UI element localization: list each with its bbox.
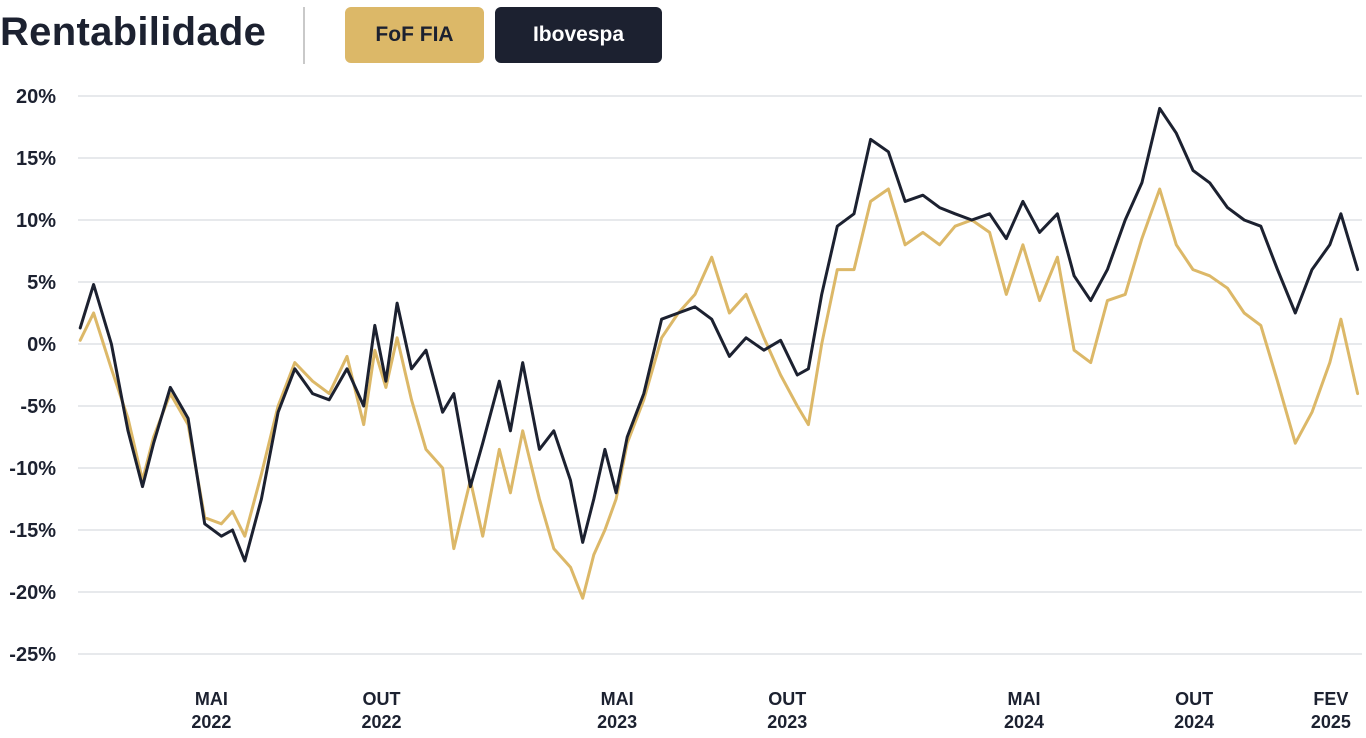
chart-title: Rentabilidade [0,10,267,54]
x-tick-year: 2025 [1311,712,1351,732]
x-tick-year: 2024 [1004,712,1044,732]
x-tick-year: 2024 [1174,712,1214,732]
y-tick-label: -15% [9,520,56,542]
x-tick-month: OUT [768,689,806,709]
x-tick-year: 2023 [767,712,807,732]
x-tick-month: FEV [1313,689,1348,709]
y-tick-label: 5% [27,272,56,294]
x-tick-year: 2023 [597,712,637,732]
chart-header: Rentabilidade FoF FIA Ibovespa [0,0,1366,80]
x-tick-label: OUT 2024 [1174,689,1214,732]
x-tick-month: OUT [1175,689,1213,709]
y-axis: 20% 15% 10% 5% 0% -5% -10% -15% -20% -25% [9,86,56,666]
series-line-ibovespa [78,106,1360,563]
series-lines [78,106,1360,600]
x-tick-label: FEV 2025 [1311,689,1351,732]
fof-fia-toggle-button[interactable]: FoF FIA [345,7,484,63]
x-tick-month: MAI [195,689,228,709]
y-tick-label: 10% [16,210,56,232]
y-tick-label: 0% [27,334,56,356]
y-tick-label: 15% [16,148,56,170]
header-divider [303,7,305,64]
x-tick-month: MAI [1008,689,1041,709]
x-tick-label: OUT 2023 [767,689,807,732]
x-tick-label: MAI 2022 [191,689,231,732]
y-tick-label: -10% [9,458,56,480]
y-tick-label: -5% [20,396,56,418]
x-tick-month: MAI [601,689,634,709]
y-tick-label: -20% [9,582,56,604]
x-tick-month: OUT [362,689,400,709]
x-tick-label: OUT 2022 [361,689,401,732]
y-tick-label: -25% [9,644,56,666]
x-tick-year: 2022 [361,712,401,732]
grid-lines [78,95,1362,655]
x-axis: MAI 2022 OUT 2022 MAI 2023 OUT 2023 MAI 2024 OUT 20… [191,689,1351,732]
ibovespa-toggle-button[interactable]: Ibovespa [495,7,662,63]
y-tick-label: 20% [16,86,56,108]
x-tick-label: MAI 2024 [1004,689,1044,732]
series-line-fof-fia [78,187,1360,600]
x-tick-year: 2022 [191,712,231,732]
x-tick-label: MAI 2023 [597,689,637,732]
